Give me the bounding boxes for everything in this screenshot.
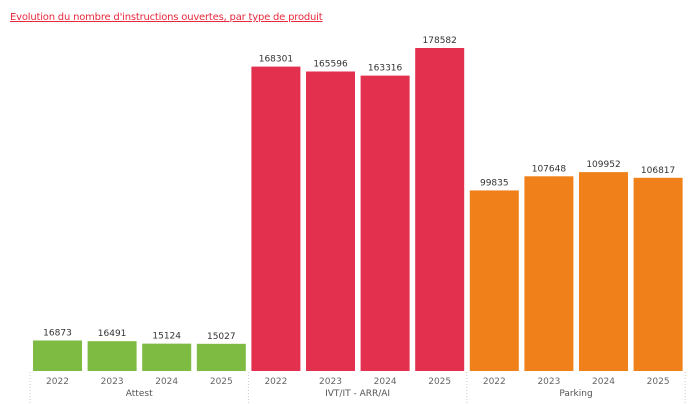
x-tick-label: 2024 bbox=[155, 377, 178, 387]
x-tick-label: 2022 bbox=[46, 377, 69, 387]
bar bbox=[142, 343, 192, 371]
data-label: 109952 bbox=[586, 160, 620, 170]
x-tick-label: 2023 bbox=[537, 377, 560, 387]
data-label: 178582 bbox=[423, 36, 457, 46]
x-tick-label: 2025 bbox=[210, 377, 233, 387]
x-tick-label: 2024 bbox=[374, 377, 397, 387]
x-tick-label: 2023 bbox=[319, 377, 342, 387]
x-tick-label: 2023 bbox=[101, 377, 124, 387]
group-label: IVT/IT - ARR/AI bbox=[325, 389, 390, 399]
bar bbox=[196, 343, 246, 371]
chart-title: Evolution du nombre d'instructions ouver… bbox=[10, 12, 323, 23]
x-tick-label: 2022 bbox=[483, 377, 506, 387]
bar bbox=[360, 75, 410, 371]
group-label: Parking bbox=[559, 389, 592, 399]
bar bbox=[251, 66, 301, 372]
data-label: 106817 bbox=[641, 166, 675, 176]
data-label: 168301 bbox=[259, 55, 293, 65]
bar bbox=[33, 340, 82, 371]
data-label: 16491 bbox=[98, 329, 127, 339]
data-label: 163316 bbox=[368, 64, 403, 74]
data-label: 16873 bbox=[43, 328, 72, 338]
bar bbox=[87, 341, 137, 371]
data-label: 99835 bbox=[480, 178, 509, 188]
group-label: Attest bbox=[126, 389, 153, 399]
bar bbox=[469, 190, 519, 371]
data-label: 107648 bbox=[532, 164, 567, 174]
x-tick-label: 2022 bbox=[264, 377, 287, 387]
bar bbox=[633, 177, 683, 371]
x-tick-label: 2025 bbox=[647, 377, 670, 387]
bar bbox=[306, 71, 355, 372]
data-label: 165596 bbox=[313, 59, 348, 69]
bar bbox=[579, 172, 628, 371]
data-label: 15027 bbox=[207, 332, 236, 342]
x-tick-label: 2024 bbox=[592, 377, 615, 387]
x-tick-label: 2025 bbox=[428, 377, 451, 387]
bar bbox=[524, 176, 574, 371]
data-label: 15124 bbox=[152, 332, 181, 342]
bar bbox=[415, 48, 465, 371]
